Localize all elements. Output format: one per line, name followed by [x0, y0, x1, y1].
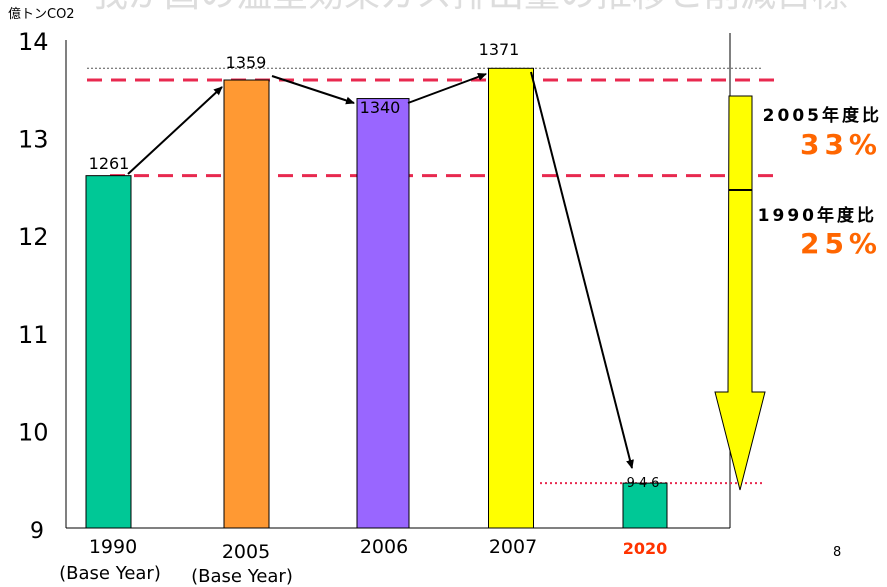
reduction-2005-value: 33% [800, 128, 882, 161]
x-tick-sublabel: (Base Year) [59, 563, 161, 584]
bar-2006 [356, 98, 410, 529]
trend-arrows [127, 71, 634, 469]
x-tick-label-1990: 1990 [89, 536, 137, 558]
y-axis-unit-label: 億トンCO2 [8, 6, 75, 22]
x-tick-sublabel: (Base Year) [191, 566, 293, 587]
reference-lines [87, 67, 777, 485]
y-tick-label: 12 [18, 223, 49, 251]
x-axis-labels: 1990 (Base Year) 2005 (Base Year) 2006 2007 20… [59, 536, 667, 587]
y-tick-label: 10 [18, 418, 49, 446]
bar-1990 [85, 175, 132, 529]
data-labels: 1261 1359 1340 1371 946 [89, 40, 664, 491]
down-arrow-icon [714, 95, 766, 491]
trend-arrow [407, 73, 487, 104]
x-tick-label-2020: 2020 [623, 539, 668, 558]
data-label-2006: 1340 [360, 98, 401, 117]
reduction-2005: 2005年度比 33% [763, 105, 882, 161]
y-tick-label: 14 [18, 28, 49, 56]
reduction-2005-label: 2005年度比 [763, 105, 882, 126]
data-label-2007: 1371 [479, 40, 520, 59]
data-label-2020: 946 [627, 476, 664, 491]
reduction-arrow [714, 95, 766, 491]
bar-2007 [488, 67, 534, 529]
x-tick-label-2006: 2006 [360, 536, 408, 558]
bars [85, 67, 668, 529]
trend-arrow [271, 75, 355, 105]
trend-arrow [127, 86, 223, 175]
x-tick-label-2005: 2005 [222, 541, 270, 563]
data-label-2005: 1359 [226, 53, 267, 72]
reduction-1990-value: 25% [800, 227, 882, 260]
y-axis-ticks: 9 10 11 12 13 14 [18, 28, 49, 544]
data-label-1990: 1261 [89, 154, 130, 173]
y-tick-label: 11 [18, 321, 49, 349]
y-tick-label: 9 [30, 519, 44, 544]
slide-title: 我が国の温室効果ガス排出量の推移と削減目標 [92, 0, 848, 15]
trend-arrow [530, 71, 634, 469]
bar-2020 [622, 482, 668, 529]
bar-2005 [223, 79, 270, 529]
reduction-1990-label: 1990年度比 [758, 205, 877, 226]
y-tick-label: 13 [18, 126, 49, 154]
page-number: 8 [833, 545, 841, 560]
x-tick-label-2007: 2007 [489, 536, 537, 558]
reduction-1990: 1990年度比 25% [758, 205, 882, 260]
